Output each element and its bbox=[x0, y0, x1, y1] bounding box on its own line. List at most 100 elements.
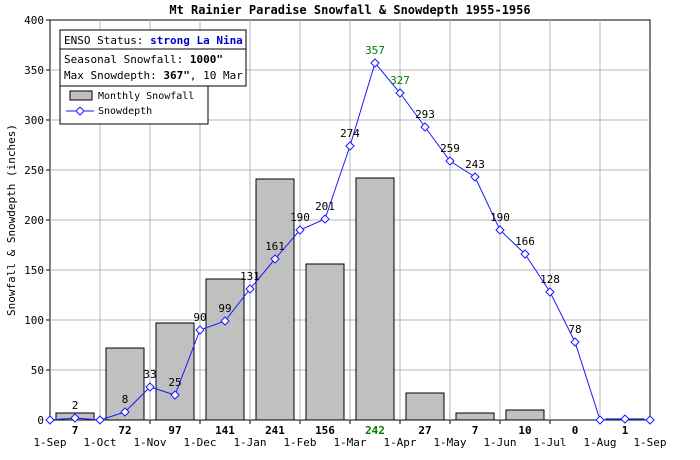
y-tick-label: 250 bbox=[24, 164, 44, 177]
y-tick-label: 400 bbox=[24, 14, 44, 27]
x-tick-label: 1-May bbox=[433, 436, 466, 449]
legend-label-monthly-snowfall: Monthly Snowfall bbox=[98, 91, 194, 102]
x-tick-label: 1-Jun bbox=[483, 436, 516, 449]
snowdepth-label: 327 bbox=[390, 74, 410, 87]
snowfall-bar-nov bbox=[155, 322, 195, 421]
snowdepth-label: 259 bbox=[440, 142, 460, 155]
snowdepth-label: 274 bbox=[340, 127, 360, 140]
snowdepth-marker bbox=[570, 337, 580, 347]
x-tick-label: 1-Apr bbox=[383, 436, 416, 449]
snowdepth-marker bbox=[595, 415, 605, 425]
snowdepth-marker bbox=[245, 284, 255, 294]
snowdepth-label: 357 bbox=[365, 44, 385, 57]
snowdepth-marker bbox=[70, 413, 80, 423]
snowfall-value-oct: 72 bbox=[118, 424, 131, 437]
snowdepth-marker bbox=[320, 214, 330, 224]
snowdepth-marker bbox=[420, 122, 430, 132]
x-tick-label: 1-Sep bbox=[633, 436, 666, 449]
snowdepth-marker bbox=[345, 141, 355, 151]
x-tick-label: 1-Nov bbox=[133, 436, 166, 449]
enso-status-value: strong La Nina bbox=[150, 34, 243, 47]
snowfall-value-jun: 10 bbox=[518, 424, 531, 437]
snowfall-bar-dec bbox=[205, 278, 245, 421]
seasonal-snowfall-label: Seasonal Snowfall: bbox=[64, 53, 190, 66]
snowdepth-marker bbox=[520, 249, 530, 259]
x-axis: 1-Sep 1-Oct 1-Nov 1-Dec 1-Jan 1-Feb 1-Mar 1-Apr… bbox=[33, 420, 667, 449]
x-tick-label: 1-Dec bbox=[183, 436, 216, 449]
snowdepth-marker bbox=[220, 316, 230, 326]
snowfall-value-may: 7 bbox=[472, 424, 479, 437]
snowfall-value-aug: 1 bbox=[622, 424, 629, 437]
snowdepth-label: 8 bbox=[122, 393, 129, 406]
snowfall-bar-may bbox=[455, 412, 495, 421]
x-tick-label: 1-Aug bbox=[583, 436, 616, 449]
y-tick-label: 200 bbox=[24, 214, 44, 227]
y-axis-label: Snowfall & Snowdepth (inches) bbox=[5, 124, 18, 316]
snowdepth-marker bbox=[445, 156, 455, 166]
snowfall-value-mar: 242 bbox=[365, 424, 385, 437]
chart-title: Mt Rainier Paradise Snowfall & Snowdepth… bbox=[169, 3, 530, 17]
snowfall-bar-feb bbox=[305, 263, 345, 421]
y-tick-label: 150 bbox=[24, 264, 44, 277]
info-box: ENSO Status: strong La Nina Seasonal Sno… bbox=[59, 29, 247, 125]
max-snowdepth-value: 367" bbox=[163, 69, 190, 82]
seasonal-snowfall-text: Seasonal Snowfall: 1000" bbox=[64, 53, 223, 66]
monthly-snowfall-values: 7 72 97 141 241 156 242 27 7 10 0 1 bbox=[72, 424, 629, 437]
snowdepth-series: 2 8 33 25 90 99 131 161 190 201 274 357 327 293 259 243… bbox=[45, 44, 655, 425]
snowdepth-marker bbox=[620, 414, 630, 424]
snowdepth-label: 243 bbox=[465, 158, 485, 171]
snowdepth-label: 293 bbox=[415, 108, 435, 121]
y-tick-label: 50 bbox=[31, 364, 44, 377]
snowdepth-label: 190 bbox=[290, 211, 310, 224]
snowdepth-marker bbox=[45, 415, 55, 425]
snowdepth-label: 90 bbox=[193, 311, 206, 324]
x-tick-label: 1-Feb bbox=[283, 436, 316, 449]
snowfall-value-feb: 156 bbox=[315, 424, 335, 437]
max-snowdepth-text: Max Snowdepth: 367", 10 Mar bbox=[64, 69, 243, 82]
snowdepth-marker bbox=[95, 415, 105, 425]
y-tick-label: 350 bbox=[24, 64, 44, 77]
snowfall-bar-apr bbox=[405, 392, 445, 421]
snowdepth-label: 128 bbox=[540, 273, 560, 286]
snowdepth-marker bbox=[145, 382, 155, 392]
snowdepth-marker bbox=[495, 225, 505, 235]
snowdepth-label: 78 bbox=[568, 323, 581, 336]
enso-status-text: ENSO Status: strong La Nina bbox=[64, 34, 243, 47]
max-snowdepth-date: , 10 Mar bbox=[190, 69, 243, 82]
snowdepth-marker bbox=[470, 172, 480, 182]
snowdepth-marker bbox=[295, 225, 305, 235]
snowfall-bar-jan bbox=[255, 178, 295, 421]
snowdepth-marker bbox=[395, 88, 405, 98]
snowdepth-marker bbox=[170, 390, 180, 400]
snowfall-value-jul: 0 bbox=[572, 424, 579, 437]
snowfall-bar-mar bbox=[355, 177, 395, 421]
snowfall-value-jan: 241 bbox=[265, 424, 285, 437]
snowdepth-label: 201 bbox=[315, 200, 335, 213]
snowdepth-marker bbox=[195, 325, 205, 335]
snowfall-value-dec: 141 bbox=[215, 424, 235, 437]
x-tick-label: 1-Mar bbox=[333, 436, 366, 449]
legend-label-snowdepth: Snowdepth bbox=[98, 106, 152, 117]
y-tick-label: 300 bbox=[24, 114, 44, 127]
seasonal-snowfall-value: 1000" bbox=[190, 53, 223, 66]
y-tick-label: 0 bbox=[37, 414, 44, 427]
snowdepth-marker bbox=[270, 254, 280, 264]
snowdepth-label: 25 bbox=[168, 376, 181, 389]
snowdepth-label: 131 bbox=[240, 270, 260, 283]
snowdepth-label: 99 bbox=[218, 302, 231, 315]
x-tick-label: 1-Jul bbox=[533, 436, 566, 449]
snowdepth-label: 190 bbox=[490, 211, 510, 224]
y-tick-label: 100 bbox=[24, 314, 44, 327]
snowdepth-marker bbox=[120, 407, 130, 417]
snowfall-bar-jun bbox=[505, 409, 545, 421]
legend-swatch-snowdepth-marker bbox=[75, 106, 85, 116]
x-tick-label: 1-Oct bbox=[83, 436, 116, 449]
monthly-snowfall-bars bbox=[55, 177, 645, 421]
snowdepth-label: 166 bbox=[515, 235, 535, 248]
snowdepth-marker bbox=[370, 58, 380, 68]
legend-swatch-monthly-snowfall bbox=[69, 90, 93, 101]
snowdepth-marker bbox=[645, 415, 655, 425]
x-tick-label: 1-Jan bbox=[233, 436, 266, 449]
snow-stats-box bbox=[59, 48, 247, 87]
